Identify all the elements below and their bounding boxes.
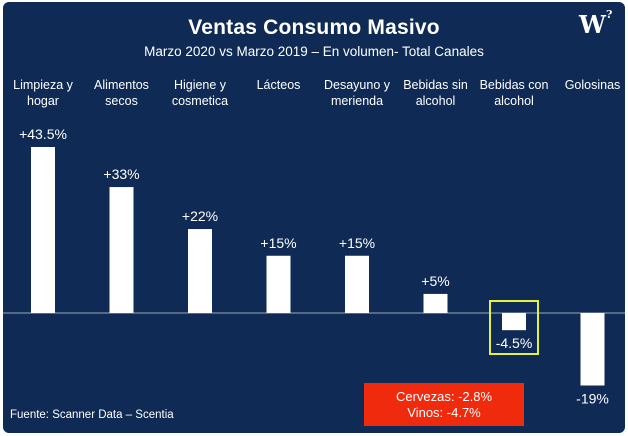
category-label-line: Golosinas [565, 78, 621, 92]
note-wine: Vinos: -4.7% [407, 405, 481, 420]
category-label: Lácteos [257, 78, 301, 92]
highlight-box [489, 300, 539, 355]
category-label-line: alcohol [416, 94, 456, 108]
beverage-breakdown-note: Cervezas: -2.8% Vinos: -4.7% [364, 383, 524, 426]
logo-letter: W [579, 10, 606, 39]
category-label-line: Desayuno y [324, 78, 391, 92]
category-label-line: hogar [27, 94, 59, 108]
value-label: -19% [576, 391, 609, 407]
category-label-line: Bebidas sin [403, 78, 468, 92]
brand-logo: W? [579, 8, 613, 39]
category-label-line: Lácteos [257, 78, 301, 92]
value-label: +33% [103, 166, 139, 182]
bar-chart: Limpieza y hogar +43.5% Alimentos secos +33% H… [3, 78, 625, 407]
value-label: -4.5% [496, 335, 533, 351]
note-beer: Cervezas: -2.8% [395, 389, 493, 404]
category-label: Golosinas [565, 78, 621, 92]
value-label: +43.5% [19, 126, 67, 142]
value-label: +5% [421, 273, 449, 289]
value-label: +15% [260, 235, 296, 251]
bar [188, 229, 212, 313]
category-label-line: alcohol [494, 94, 534, 108]
value-label: +15% [339, 235, 375, 251]
category-label-line: Bebidas con [480, 78, 549, 92]
category-label: Bebidas con alcohol [480, 78, 549, 108]
category-label-line: secos [105, 94, 138, 108]
logo-question-mark: ? [605, 8, 613, 21]
chart-title: Ventas Consumo Masivo [188, 16, 440, 39]
bar [580, 313, 605, 386]
category-label: Higiene y cosmetica [172, 78, 228, 108]
source-note: Fuente: Scanner Data – Scentia [10, 409, 174, 421]
category-label: Limpieza y hogar [13, 78, 73, 108]
category-label: Desayuno y merienda [324, 78, 391, 108]
category-label-line: merienda [331, 94, 383, 108]
bar [345, 255, 369, 313]
category-label-line: Alimentos [94, 78, 149, 92]
category-label: Bebidas sin alcohol [403, 78, 468, 108]
category-label-line: Higiene y [174, 78, 227, 92]
bar [266, 255, 291, 313]
chart-panel: Ventas Consumo Masivo Marzo 2020 vs Marz… [3, 2, 625, 433]
category-label-line: cosmetica [172, 94, 228, 108]
category-label: Alimentos secos [94, 78, 149, 108]
bar [502, 313, 526, 331]
bar [31, 147, 55, 313]
bar [109, 187, 134, 313]
chart-subtitle: Marzo 2020 vs Marzo 2019 – En volumen- T… [144, 44, 484, 59]
value-label: +22% [182, 208, 218, 224]
category-label-line: Limpieza y [13, 78, 73, 92]
bar [423, 293, 448, 313]
